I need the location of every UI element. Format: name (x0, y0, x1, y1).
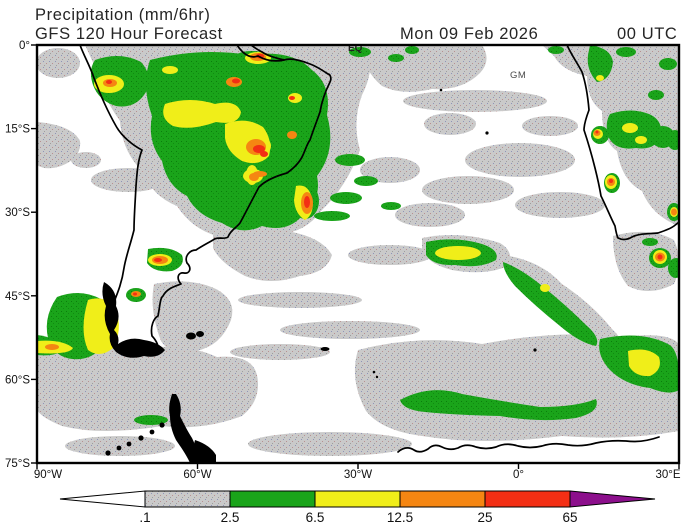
south-shetland-island-5 (149, 429, 155, 435)
south-shetland-island-6 (159, 422, 165, 428)
lon-label-30w: 30°W (344, 469, 372, 481)
islands-layer (102, 88, 537, 463)
bouvet-island (533, 348, 537, 352)
model-forecast-label: GFS 120 Hour Forecast (35, 25, 223, 43)
precip-light-layer (37, 45, 679, 425)
legend-segment-trace (144, 490, 231, 508)
figure-title: Precipitation (mm/6hr) (35, 6, 211, 24)
falkland-islands-east (196, 331, 204, 337)
legend-tick-3: 12.5 (387, 510, 413, 525)
legend-segment-heavy (399, 490, 486, 508)
south-sandwich-islands-2 (375, 375, 379, 379)
lon-label-90w: 90°W (34, 469, 62, 481)
lon-label-0: 0° (513, 469, 524, 481)
antarctic-peninsula-base (193, 440, 216, 463)
south-georgia-island (320, 347, 330, 351)
legend-tick-0: .1 (139, 510, 150, 525)
ascension-island (439, 88, 443, 92)
header: Precipitation (mm/6hr) GFS 120 Hour Fore… (35, 6, 677, 43)
antarctica-coastline (397, 436, 660, 453)
south-shetland-island-1 (105, 450, 111, 456)
south-america-coastline (79, 45, 143, 321)
equator-label: EQ (348, 43, 363, 54)
legend-tick-4: 25 (477, 510, 492, 525)
map-body: GM (37, 45, 679, 463)
longitude-axis: 90°W 60°W 30°W 0° 30°E (34, 463, 681, 481)
lat-label-75s: 75°S (5, 458, 30, 470)
legend-segment-moderate (314, 490, 401, 508)
south-sandwich-islands (372, 370, 376, 374)
lat-label-0: 0° (19, 40, 30, 52)
valid-time-label: 00 UTC (617, 25, 677, 43)
lon-label-60w: 60°W (183, 469, 211, 481)
colorbar-legend: .1 2.5 6.5 12.5 25 65 (59, 490, 656, 525)
patagonia-fjords-landmass (102, 282, 165, 358)
antarctic-peninsula (169, 394, 200, 463)
coastlines-layer (79, 45, 679, 453)
lat-label-30s: 30°S (5, 207, 30, 219)
south-shetland-island-3 (126, 441, 132, 447)
legend-arrow-above-max (569, 490, 656, 508)
africa-coastline (566, 45, 679, 241)
precip-intense-layer (106, 53, 663, 296)
legend-tick-5: 65 (562, 510, 577, 525)
falkland-islands (186, 332, 196, 340)
lat-label-15s: 15°S (5, 124, 30, 136)
greenwich-meridian-label: GM (510, 70, 526, 81)
south-america-east-coastline (150, 45, 332, 355)
north-coast-detail (236, 45, 285, 62)
south-shetland-island-2 (116, 445, 122, 451)
lat-label-45s: 45°S (5, 291, 30, 303)
legend-tick-2: 6.5 (306, 510, 325, 525)
legend-tick-1: 2.5 (221, 510, 240, 525)
south-shetland-island-4 (138, 435, 144, 441)
legend-segment-intense (484, 490, 571, 508)
lon-label-30e: 30°E (655, 469, 680, 481)
legend-segment-light (229, 490, 316, 508)
lat-label-60s: 60°S (5, 374, 30, 386)
st-helena-island (485, 131, 489, 135)
valid-date-label: Mon 09 Feb 2026 (400, 25, 538, 43)
legend-arrow-below-min (59, 490, 146, 508)
latitude-axis: 0° 15°S 30°S 45°S 60°S 75°S (5, 40, 37, 470)
